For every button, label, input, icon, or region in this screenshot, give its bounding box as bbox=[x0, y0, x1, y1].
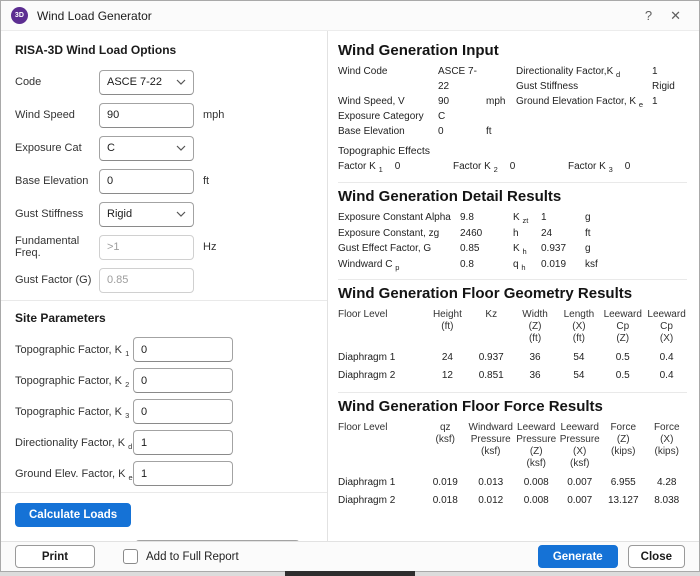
topographic-k3-input[interactable] bbox=[133, 399, 233, 424]
force-table: Floor Level qz(ksf) WindwardPressure(ksf… bbox=[338, 420, 687, 510]
gust-factor-label: Gust Factor (G) bbox=[15, 274, 99, 286]
detail-row: Exposure Constant, zg2460 bbox=[338, 226, 513, 242]
calculate-loads-button[interactable]: Calculate Loads bbox=[15, 503, 131, 527]
exposure-cat-select-value: C bbox=[107, 142, 115, 154]
table-row-cell: Diaphragm 1 bbox=[338, 474, 422, 492]
detail-row: Gust Effect Factor, G0.85 bbox=[338, 241, 513, 257]
window-title: Wind Load Generator bbox=[37, 9, 152, 23]
detail-section-heading: Wind Generation Detail Results bbox=[338, 188, 687, 205]
close-button[interactable]: Close bbox=[628, 545, 685, 568]
divider bbox=[338, 182, 687, 183]
fundamental-freq-label: Fundamental Freq. bbox=[15, 235, 99, 259]
fundamental-freq-input[interactable] bbox=[99, 235, 194, 260]
divider bbox=[338, 279, 687, 280]
detail-row: Exposure Constant Alpha9.8 bbox=[338, 210, 513, 226]
directionality-kd-label: Directionality Factor, K d bbox=[15, 437, 133, 449]
add-to-report-checkbox[interactable] bbox=[123, 549, 138, 564]
detail-row: Windward C p0.8 bbox=[338, 257, 513, 273]
gust-stiffness-select-value: Rigid bbox=[107, 208, 132, 220]
base-elevation-input[interactable] bbox=[99, 169, 194, 194]
input-row: Ground Elevation Factor, K e1 bbox=[516, 94, 699, 109]
topographic-factors-row: Factor K 10 Factor K 20 Factor K 30 bbox=[338, 159, 687, 175]
detail-row: K h0.937g bbox=[513, 241, 687, 257]
results-panel: Wind Generation Input Wind CodeASCE 7-22… bbox=[328, 31, 699, 541]
code-select-value: ASCE 7-22 bbox=[107, 76, 162, 88]
code-label: Code bbox=[15, 76, 99, 88]
geometry-section-heading: Wind Generation Floor Geometry Results bbox=[338, 285, 687, 302]
input-row: Base Elevation0ft bbox=[338, 124, 516, 139]
table-row-cell: Diaphragm 2 bbox=[338, 492, 422, 510]
close-window-button[interactable]: ✕ bbox=[670, 9, 681, 22]
divider bbox=[1, 492, 327, 493]
taskbar-peek bbox=[285, 571, 415, 576]
add-to-report-label: Add to Full Report bbox=[146, 551, 239, 563]
chevron-down-icon bbox=[176, 79, 186, 85]
topographic-k1-input[interactable] bbox=[133, 337, 233, 362]
gust-factor-input[interactable] bbox=[99, 268, 194, 293]
input-row: Gust StiffnessRigid bbox=[516, 79, 699, 94]
detail-row: K zt1g bbox=[513, 210, 687, 226]
base-elevation-label: Base Elevation bbox=[15, 175, 99, 187]
topographic-effects-heading: Topographic Effects bbox=[338, 145, 687, 157]
title-bar: 3D Wind Load Generator ? ✕ bbox=[1, 1, 699, 31]
ground-elev-ke-input[interactable] bbox=[133, 461, 233, 486]
topographic-k2-label: Topographic Factor, K 2 bbox=[15, 375, 133, 387]
gust-stiffness-label: Gust Stiffness bbox=[15, 208, 99, 220]
code-select[interactable]: ASCE 7-22 bbox=[99, 70, 194, 95]
help-button[interactable]: ? bbox=[645, 9, 652, 22]
site-parameters-heading: Site Parameters bbox=[15, 311, 313, 325]
chevron-down-icon bbox=[176, 211, 186, 217]
divider bbox=[338, 392, 687, 393]
topographic-k1-label: Topographic Factor, K 1 bbox=[15, 344, 133, 356]
footer-bar: Print Add to Full Report Generate Close bbox=[1, 541, 699, 571]
exposure-cat-select[interactable]: C bbox=[99, 136, 194, 161]
screen: 3D Wind Load Generator ? ✕ RISA-3D Wind … bbox=[0, 0, 700, 576]
options-heading: RISA-3D Wind Load Options bbox=[15, 43, 313, 57]
wind-speed-label: Wind Speed bbox=[15, 109, 99, 121]
directionality-kd-input[interactable] bbox=[133, 430, 233, 455]
exposure-cat-label: Exposure Cat bbox=[15, 142, 99, 154]
input-row: Wind CodeASCE 7-22 bbox=[338, 64, 516, 94]
input-row: Wind Speed, V90mph bbox=[338, 94, 516, 109]
detail-row: q h0.019ksf bbox=[513, 257, 687, 273]
divider bbox=[1, 300, 327, 301]
table-row-cell: Diaphragm 1 bbox=[338, 349, 424, 367]
input-row: Directionality Factor,K d1 bbox=[516, 64, 699, 79]
force-section-heading: Wind Generation Floor Force Results bbox=[338, 398, 687, 415]
table-row-cell: Diaphragm 2 bbox=[338, 367, 424, 385]
generate-button[interactable]: Generate bbox=[538, 545, 618, 568]
wind-speed-input[interactable] bbox=[99, 103, 194, 128]
wind-load-generator-dialog: 3D Wind Load Generator ? ✕ RISA-3D Wind … bbox=[0, 0, 700, 572]
base-elevation-unit: ft bbox=[203, 175, 209, 187]
input-section-heading: Wind Generation Input bbox=[338, 42, 687, 59]
topographic-k3-label: Topographic Factor, K 3 bbox=[15, 406, 133, 418]
fundamental-freq-unit: Hz bbox=[203, 241, 216, 253]
input-row: Exposure CategoryC bbox=[338, 109, 516, 124]
detail-row: h24ft bbox=[513, 226, 687, 242]
topographic-k2-input[interactable] bbox=[133, 368, 233, 393]
chevron-down-icon bbox=[176, 145, 186, 151]
ground-elev-ke-label: Ground Elev. Factor, K e bbox=[15, 468, 133, 480]
options-panel: RISA-3D Wind Load Options Code ASCE 7-22… bbox=[1, 31, 328, 541]
gust-stiffness-select[interactable]: Rigid bbox=[99, 202, 194, 227]
risa-3d-logo-icon: 3D bbox=[11, 7, 28, 24]
wind-speed-unit: mph bbox=[203, 109, 224, 121]
geometry-table: Floor Level Height(ft) Kz Width (Z)(ft) … bbox=[338, 307, 687, 385]
print-button[interactable]: Print bbox=[15, 545, 95, 568]
